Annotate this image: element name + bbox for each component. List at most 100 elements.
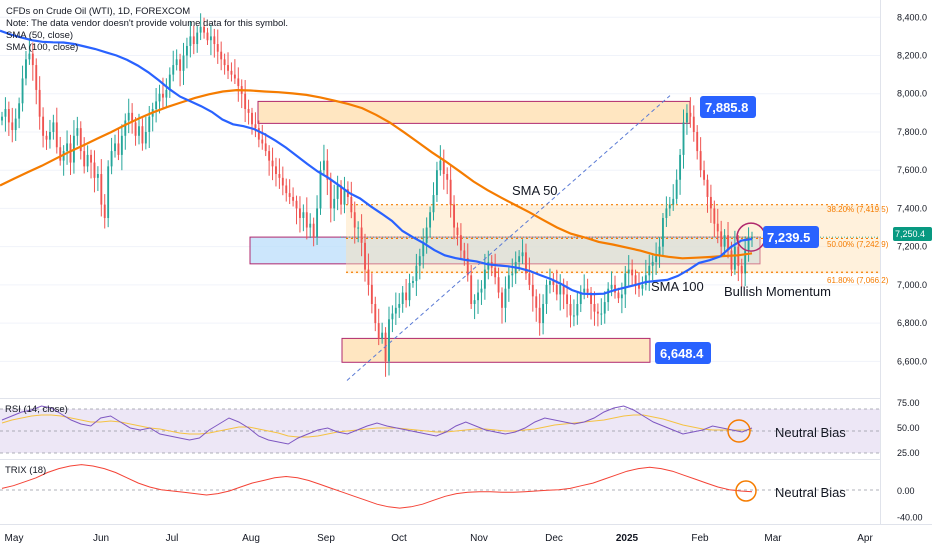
legend-sma-50: SMA (50, close)	[6, 30, 74, 41]
candle-body	[709, 196, 712, 209]
time-tick-label: Aug	[242, 533, 260, 544]
candle-body	[322, 160, 325, 171]
candle-body	[168, 74, 171, 90]
candle-body	[583, 288, 586, 293]
candle-body	[442, 160, 445, 175]
candle-body	[641, 284, 644, 289]
candle-body	[377, 323, 380, 339]
candle-body	[182, 55, 185, 71]
candle-body	[367, 269, 370, 285]
candle-body	[223, 59, 226, 66]
last-price-tag: 7,250.4	[893, 227, 932, 241]
candle-body	[507, 275, 510, 289]
sma-100-line	[0, 88, 753, 260]
time-axis: May Jun Jul Aug Sep Oct Nov Dec 2025 Feb Mar Apr	[5, 533, 874, 544]
bullish-momentum-annotation: Bullish Momentum	[724, 284, 831, 299]
price-tick-label: 6,600.0	[897, 356, 927, 366]
time-tick-label: Nov	[470, 533, 488, 544]
candle-body	[576, 303, 579, 316]
candle-body	[357, 227, 360, 229]
candle-body	[213, 36, 216, 45]
candle-body	[353, 212, 356, 228]
candle-body	[655, 256, 658, 262]
candle-body	[127, 112, 130, 121]
fib-labels: 38.20% (7,419.5) 50.00% (7,242.9) 61.80%…	[827, 205, 889, 285]
price-tick-label: 8,400.0	[897, 12, 927, 22]
candle-body	[93, 162, 96, 178]
candle-body	[131, 112, 134, 123]
candle-body	[518, 256, 521, 262]
candle-body	[730, 250, 733, 270]
candle-body	[569, 303, 572, 316]
candle-body	[425, 227, 428, 243]
candle-body	[220, 51, 223, 60]
candle-body	[401, 292, 404, 304]
candle-body	[189, 36, 192, 46]
candle-body	[634, 275, 637, 285]
candle-body	[52, 122, 55, 132]
candle-body	[196, 32, 199, 45]
candle-body	[439, 160, 442, 171]
candles	[1, 13, 753, 377]
rsi-axis: 75.00 50.00 25.00	[897, 398, 920, 458]
candle-body	[233, 74, 236, 79]
candle-body	[596, 311, 599, 314]
candle-body	[617, 292, 620, 299]
candle-body	[305, 212, 308, 228]
candle-body	[572, 315, 575, 317]
candle-body	[665, 208, 668, 218]
price-zone	[341, 337, 651, 363]
candle-body	[7, 109, 10, 123]
price-tick-label: 7,800.0	[897, 127, 927, 137]
candle-body	[230, 70, 233, 75]
candle-body	[703, 170, 705, 180]
rsi-ma-line	[1, 414, 752, 438]
candle-body	[405, 292, 408, 301]
trix-tick-label: 0.00	[897, 486, 915, 496]
candle-body	[408, 282, 411, 301]
candle-body	[627, 269, 630, 274]
candle-body	[79, 128, 82, 152]
price-tick-label: 7,400.0	[897, 203, 927, 213]
candle-body	[309, 223, 312, 228]
candle-body	[453, 204, 455, 228]
candle-body	[244, 93, 247, 110]
current-label: 7,239.5	[767, 230, 810, 245]
candle-body	[388, 319, 390, 362]
candle-body	[114, 143, 116, 152]
rsi-tick-label: 25.00	[897, 448, 920, 458]
candle-body	[107, 166, 110, 218]
candle-body	[90, 154, 92, 163]
price-zone	[257, 100, 691, 124]
candle-body	[562, 284, 565, 295]
candle-body	[398, 303, 401, 308]
candle-body	[21, 78, 24, 104]
candle-body	[192, 36, 195, 45]
candle-body	[412, 281, 414, 283]
candle-body	[336, 185, 339, 199]
candle-body	[110, 151, 113, 167]
candle-body	[55, 122, 58, 148]
candle-body	[699, 151, 702, 171]
candle-body	[175, 59, 178, 66]
candle-body	[216, 44, 219, 52]
candle-body	[668, 204, 671, 209]
candle-body	[394, 307, 397, 314]
time-tick-label: Sep	[317, 533, 335, 544]
trix-title: TRIX (18)	[5, 465, 46, 476]
candle-body	[579, 292, 582, 304]
candle-body	[49, 131, 51, 140]
candle-body	[487, 261, 490, 270]
price-zone	[249, 236, 761, 265]
sma-50-line	[0, 29, 753, 296]
candle-body	[158, 93, 161, 102]
candle-body	[614, 284, 616, 293]
candle-body	[600, 313, 603, 315]
candle-body	[120, 135, 123, 155]
candle-body	[59, 147, 62, 161]
rsi-tick-label: 75.00	[897, 398, 920, 408]
support-label: 6,648.4	[660, 346, 704, 361]
last-price-label: 7,250.4	[895, 229, 925, 239]
candle-body	[480, 288, 483, 293]
trix-line	[1, 464, 753, 509]
